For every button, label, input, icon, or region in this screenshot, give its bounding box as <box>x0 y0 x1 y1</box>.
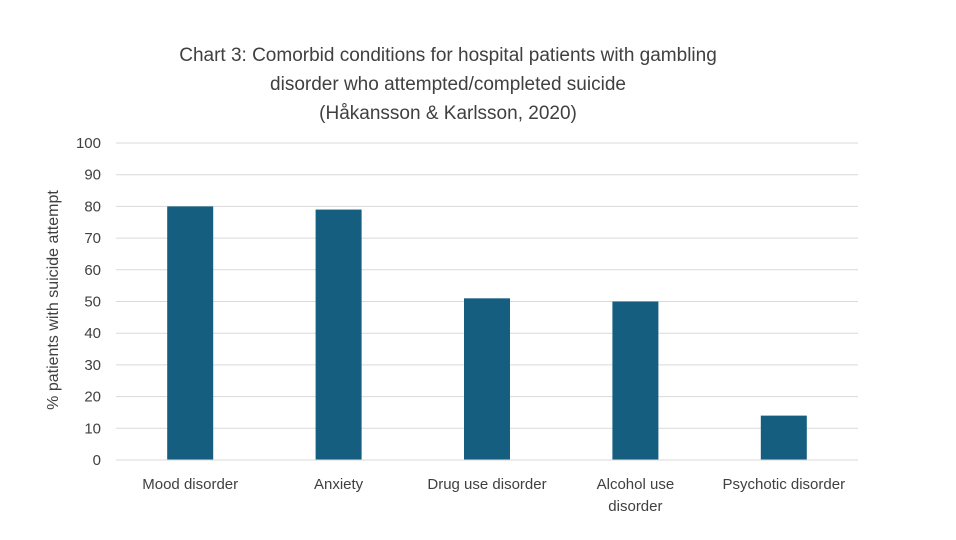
y-tick-label: 0 <box>93 452 101 469</box>
chart-title-line-3: (Håkansson & Karlsson, 2020) <box>319 103 577 124</box>
x-tick-label: Psychotic disorder <box>723 476 846 493</box>
y-tick-label: 40 <box>84 325 101 342</box>
y-tick-label: 30 <box>84 357 101 374</box>
y-tick-label: 80 <box>84 198 101 215</box>
bar <box>315 209 362 460</box>
y-tick-label: 50 <box>84 294 101 311</box>
x-tick-label: Mood disorder <box>142 476 238 493</box>
x-tick-label: Drug use disorder <box>427 476 546 493</box>
x-tick-label: disorder <box>608 498 662 515</box>
bar <box>760 415 807 460</box>
y-tick-label: 90 <box>84 167 101 184</box>
bar <box>167 206 214 460</box>
y-tick-label: 20 <box>84 389 101 406</box>
x-tick-label: Alcohol use <box>597 476 675 493</box>
bar <box>612 301 659 460</box>
y-tick-label: 10 <box>84 420 101 437</box>
y-tick-label: 70 <box>84 230 101 247</box>
chart-title-line-1: Chart 3: Comorbid conditions for hospita… <box>179 45 717 66</box>
y-tick-label: 60 <box>84 262 101 279</box>
y-tick-label: 100 <box>76 135 101 152</box>
chart-title: Chart 3: Comorbid conditions for hospita… <box>148 41 748 128</box>
x-tick-label: Anxiety <box>314 476 364 493</box>
bar <box>464 298 510 460</box>
chart-title-line-2: disorder who attempted/completed suicide <box>270 74 626 95</box>
